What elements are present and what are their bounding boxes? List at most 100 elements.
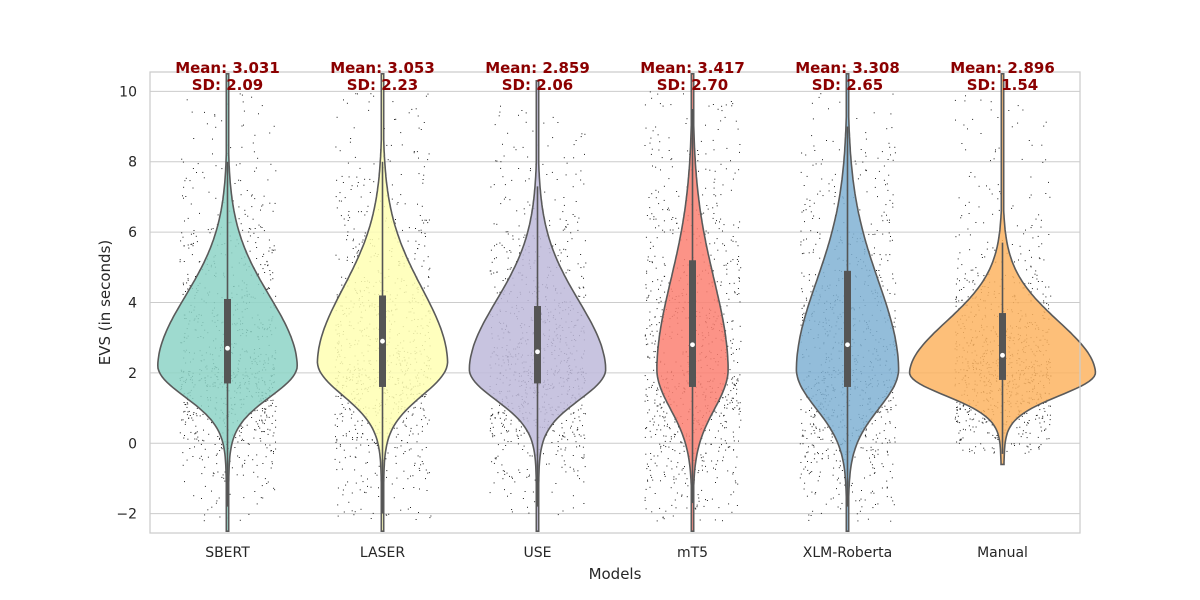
jitter-point (811, 135, 813, 137)
jitter-point (378, 496, 380, 497)
jitter-point (870, 461, 872, 463)
jitter-point (877, 503, 879, 505)
jitter-point (878, 170, 880, 172)
jitter-point (814, 414, 816, 416)
jitter-point (722, 520, 723, 522)
jitter-point (255, 421, 257, 423)
jitter-point (713, 258, 715, 260)
jitter-point (240, 432, 242, 433)
jitter-point (187, 438, 189, 440)
jitter-point (655, 227, 656, 229)
jitter-point (261, 420, 263, 422)
jitter-point (585, 262, 587, 264)
jitter-point (817, 480, 819, 482)
jitter-point (358, 249, 360, 251)
jitter-point (269, 247, 271, 249)
jitter-point (715, 463, 717, 465)
jitter-point (660, 300, 662, 302)
jitter-point (808, 514, 810, 516)
jitter-point (561, 455, 563, 457)
jitter-point (219, 438, 220, 440)
jitter-point (530, 168, 531, 170)
jitter-point (406, 417, 407, 419)
jitter-point (509, 268, 511, 270)
jitter-point (732, 103, 734, 105)
jitter-point (559, 249, 561, 251)
jitter-point (513, 146, 515, 148)
jitter-point (886, 214, 887, 216)
jitter-point (386, 514, 388, 516)
jitter-point (726, 305, 728, 307)
jitter-point (497, 472, 499, 474)
jitter-point (1012, 205, 1014, 207)
jitter-point (717, 249, 719, 251)
jitter-point (894, 441, 896, 443)
jitter-point (185, 404, 187, 406)
jitter-point (872, 439, 874, 441)
jitter-point (561, 427, 563, 429)
jitter-point (890, 154, 891, 156)
jitter-point (1025, 432, 1027, 434)
jitter-point (739, 411, 741, 412)
jitter-point (657, 93, 659, 95)
jitter-point (662, 516, 664, 518)
jitter-point (876, 411, 878, 413)
jitter-point (421, 395, 423, 397)
jitter-point (257, 157, 259, 159)
jitter-point (665, 446, 667, 448)
jitter-point (886, 487, 888, 489)
jitter-point (408, 227, 410, 229)
jitter-point (669, 441, 671, 443)
jitter-point (195, 276, 196, 277)
jitter-point (343, 449, 345, 451)
jitter-point (212, 475, 214, 477)
jitter-point (734, 384, 736, 386)
jitter-point (739, 325, 741, 327)
jitter-point (507, 268, 509, 270)
jitter-point (732, 408, 734, 410)
jitter-point (831, 436, 833, 438)
jitter-point (423, 396, 425, 398)
jitter-point (654, 340, 656, 342)
jitter-point (732, 472, 734, 473)
jitter-point (732, 431, 734, 433)
jitter-point (364, 491, 365, 493)
jitter-point (418, 157, 419, 159)
jitter-point (258, 113, 259, 115)
jitter-point (336, 294, 338, 296)
jitter-point (658, 225, 660, 227)
jitter-point (894, 152, 896, 154)
jitter-point (865, 132, 867, 134)
jitter-point (831, 433, 833, 435)
jitter-point (410, 448, 412, 450)
jitter-point (247, 215, 249, 217)
jitter-point (184, 220, 185, 222)
jitter-point (357, 420, 359, 422)
jitter-point (885, 254, 887, 256)
jitter-point (201, 459, 203, 461)
jitter-point (215, 502, 217, 504)
jitter-point (567, 241, 569, 242)
jitter-point (506, 431, 508, 433)
jitter-point (221, 120, 223, 122)
jitter-point (336, 438, 338, 440)
jitter-point (655, 126, 657, 128)
jitter-point (373, 95, 375, 97)
jitter-point (701, 213, 703, 215)
jitter-point (341, 420, 343, 422)
jitter-point (266, 483, 268, 484)
jitter-point (425, 447, 427, 448)
jitter-point (706, 500, 708, 501)
jitter-point (183, 197, 184, 199)
jitter-point (234, 447, 236, 448)
jitter-point (729, 369, 731, 371)
jitter-point (712, 270, 714, 272)
jitter-point (569, 269, 571, 271)
jitter-point (189, 285, 191, 287)
jitter-point (856, 118, 858, 119)
jitter-point (490, 186, 492, 188)
jitter-point (355, 447, 357, 449)
jitter-point (956, 409, 958, 410)
jitter-point (238, 218, 240, 220)
jitter-point (998, 147, 1000, 149)
